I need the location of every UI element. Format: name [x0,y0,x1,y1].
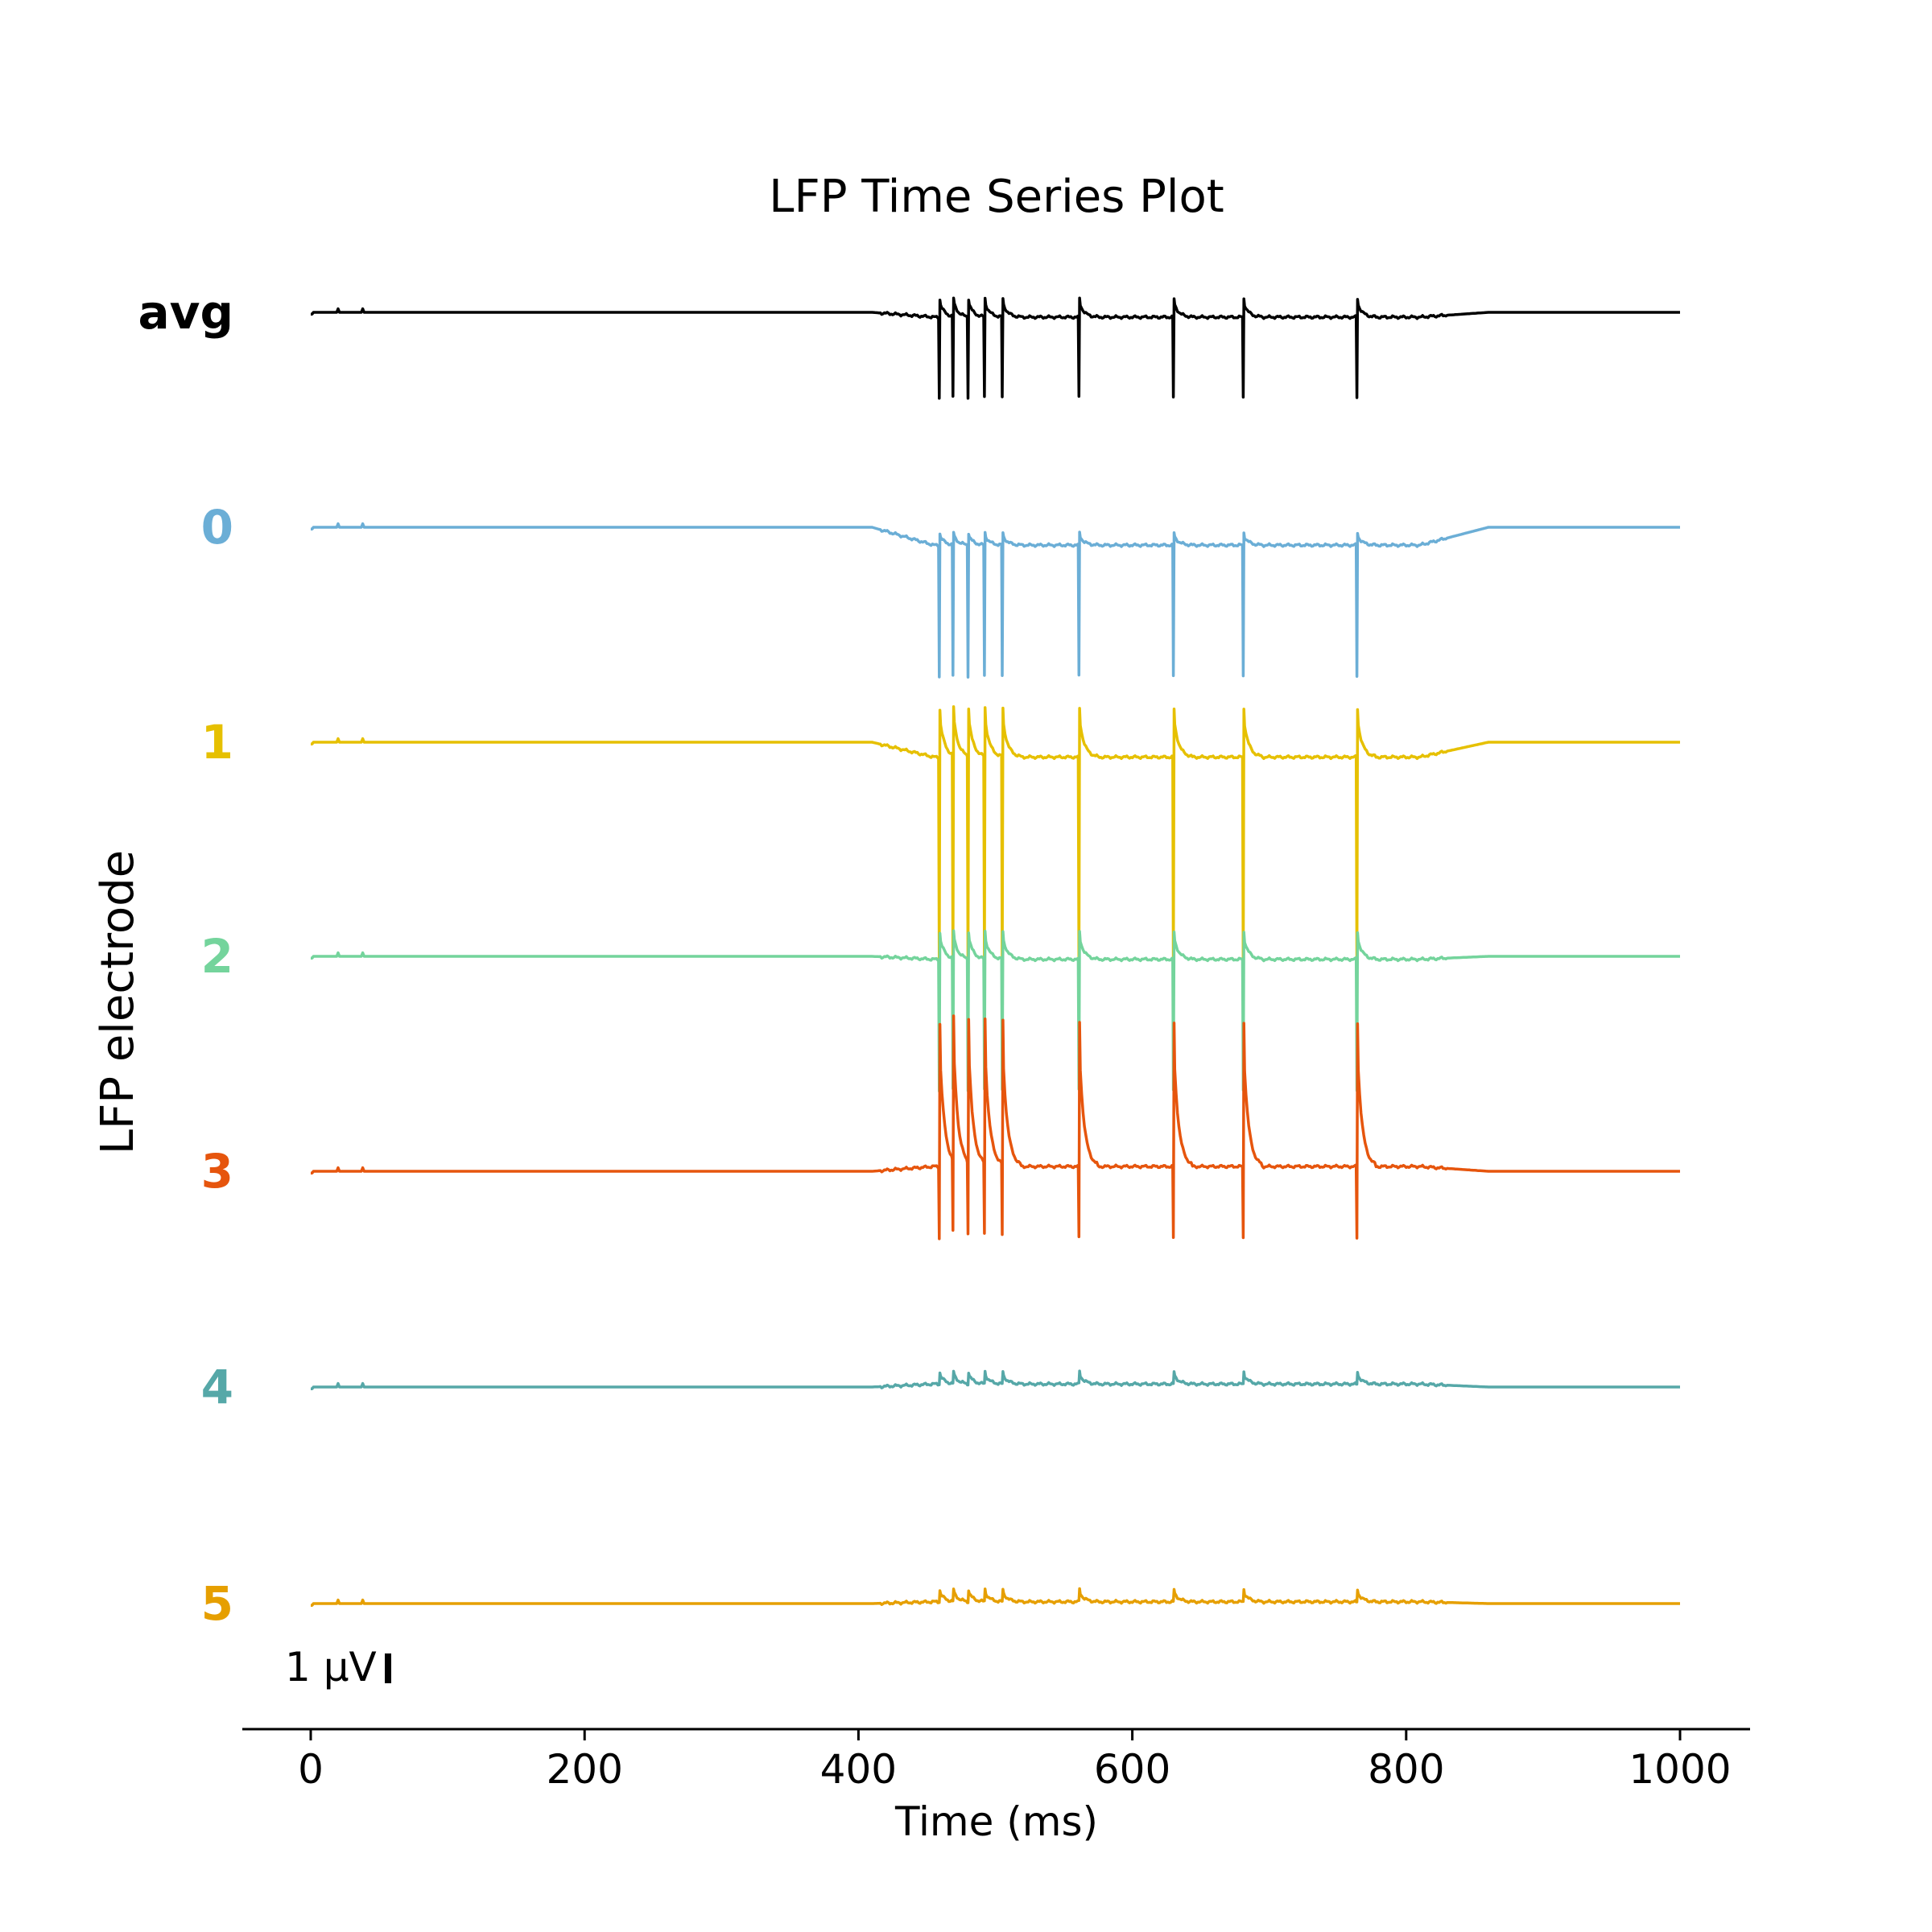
series-line-4 [310,1369,1681,1390]
series-line-5 [310,1587,1681,1607]
scale-bar-label: 1 μV [285,1644,377,1690]
trace-label-0: 0 [201,500,233,555]
trace-label-avg: avg [138,285,233,340]
x-tick-label: 0 [298,1746,324,1793]
series-line-1 [310,705,1681,974]
x-tick-label: 800 [1368,1746,1444,1793]
series-line-3 [310,1014,1681,1241]
trace-label-3: 3 [201,1144,233,1199]
traces-group [310,296,1681,1607]
series-line-avg [310,296,1681,400]
trace-label-4: 4 [201,1360,233,1414]
x-tick-label: 200 [546,1746,622,1793]
trace-label-5: 5 [201,1576,233,1631]
trace-labels-group: avg 0 1 2 3 4 5 [138,285,233,1631]
x-tick-label: 400 [820,1746,897,1793]
y-axis-label: LFP electrode [92,850,144,1154]
chart-title: LFP Time Series Plot [769,171,1224,223]
x-tick-label: 1000 [1629,1746,1731,1793]
series-line-0 [310,522,1681,679]
trace-label-2: 2 [201,929,233,984]
x-axis-ticks: 0 200 400 600 800 1000 [298,1729,1732,1793]
x-axis-label: Time (ms) [894,1798,1098,1845]
series-line-2 [310,929,1681,1093]
x-tick-label: 600 [1094,1746,1170,1793]
trace-label-1: 1 [201,715,233,770]
